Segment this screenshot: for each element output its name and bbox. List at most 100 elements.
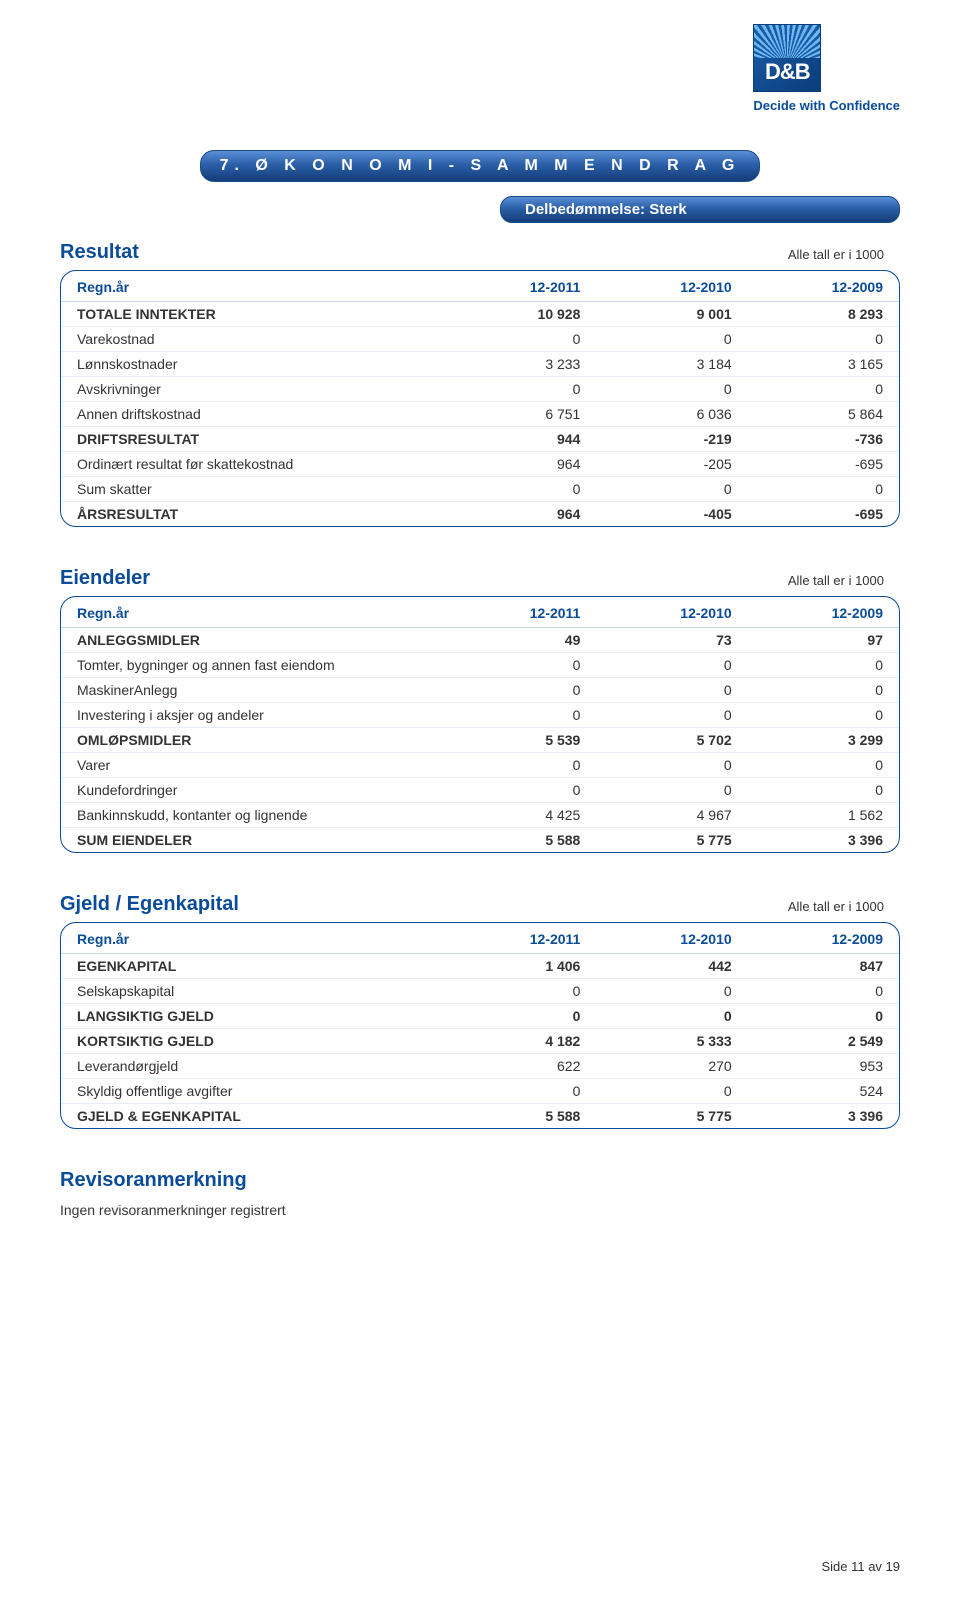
col-header: 12-2009 <box>748 597 899 628</box>
unit-label: Alle tall er i 1000 <box>788 573 900 590</box>
table-cell: 4 967 <box>596 803 747 828</box>
page-footer: Side 11 av 19 <box>821 1559 900 1574</box>
table-cell: Kundefordringer <box>61 778 446 803</box>
table-row: OMLØPSMIDLER5 5395 7023 299 <box>61 728 899 753</box>
table-cell: 5 333 <box>596 1029 747 1054</box>
table-cell: 0 <box>446 1079 596 1104</box>
brand-logo: D&B <box>753 24 821 92</box>
table-row: DRIFTSRESULTAT944-219-736 <box>61 427 899 452</box>
table-cell: 4 425 <box>446 803 596 828</box>
table-row: TOTALE INNTEKTER10 9289 0018 293 <box>61 302 899 327</box>
table-cell: 0 <box>446 327 596 352</box>
table-cell: KORTSIKTIG GJELD <box>61 1029 446 1054</box>
table-cell: Leverandørgjeld <box>61 1054 446 1079</box>
table-cell: GJELD & EGENKAPITAL <box>61 1104 446 1129</box>
table-cell: SUM EIENDELER <box>61 828 446 853</box>
table-cell: -695 <box>748 452 899 477</box>
table-cell: 0 <box>446 653 596 678</box>
table-cell: 0 <box>596 703 747 728</box>
col-header: Regn.år <box>61 597 446 628</box>
table-cell: 0 <box>596 979 747 1004</box>
table-cell: ÅRSRESULTAT <box>61 502 446 527</box>
col-header: 12-2011 <box>446 271 596 302</box>
sub-rating-bar: Delbedømmelse: Sterk <box>500 196 900 223</box>
unit-label: Alle tall er i 1000 <box>788 247 900 264</box>
table-cell: 0 <box>748 1004 899 1029</box>
table-row: Varekostnad000 <box>61 327 899 352</box>
table-cell: 6 036 <box>596 402 747 427</box>
table-cell: 9 001 <box>596 302 747 327</box>
table-row: ÅRSRESULTAT964-405-695 <box>61 502 899 527</box>
table-cell: Lønnskostnader <box>61 352 446 377</box>
table-cell: 4 182 <box>446 1029 596 1054</box>
eiendeler-panel: Regn.år 12-2011 12-2010 12-2009 ANLEGGSM… <box>60 596 900 853</box>
col-header: Regn.år <box>61 271 446 302</box>
table-cell: 847 <box>748 954 899 979</box>
table-cell: 0 <box>596 778 747 803</box>
table-row: Varer000 <box>61 753 899 778</box>
table-cell: Varekostnad <box>61 327 446 352</box>
table-cell: 1 562 <box>748 803 899 828</box>
gjeld-heading: Gjeld / Egenkapital <box>60 893 239 916</box>
table-cell: 0 <box>446 477 596 502</box>
table-cell: EGENKAPITAL <box>61 954 446 979</box>
col-header: 12-2010 <box>596 923 747 954</box>
table-cell: 953 <box>748 1054 899 1079</box>
brand-logo-block: D&B Decide with Confidence <box>753 24 900 113</box>
table-cell: 524 <box>748 1079 899 1104</box>
table-cell: 49 <box>446 628 596 653</box>
table-row: KORTSIKTIG GJELD4 1825 3332 549 <box>61 1029 899 1054</box>
table-cell: 8 293 <box>748 302 899 327</box>
table-row: Skyldig offentlige avgifter00524 <box>61 1079 899 1104</box>
table-cell: 5 539 <box>446 728 596 753</box>
table-cell: Tomter, bygninger og annen fast eiendom <box>61 653 446 678</box>
table-cell: 0 <box>446 703 596 728</box>
table-cell: 3 299 <box>748 728 899 753</box>
table-cell: 0 <box>748 778 899 803</box>
table-row: Sum skatter000 <box>61 477 899 502</box>
table-cell: 0 <box>446 377 596 402</box>
table-cell: 10 928 <box>446 302 596 327</box>
table-cell: 3 184 <box>596 352 747 377</box>
table-cell: 442 <box>596 954 747 979</box>
table-cell: 0 <box>596 327 747 352</box>
table-row: GJELD & EGENKAPITAL5 5885 7753 396 <box>61 1104 899 1129</box>
brand-logo-text: D&B <box>754 59 820 85</box>
table-cell: 5 775 <box>596 1104 747 1129</box>
resultat-heading: Resultat <box>60 241 139 264</box>
eiendeler-table: Regn.år 12-2011 12-2010 12-2009 ANLEGGSM… <box>61 597 899 852</box>
unit-label: Alle tall er i 1000 <box>788 899 900 916</box>
col-header: 12-2010 <box>596 271 747 302</box>
table-cell: Skyldig offentlige avgifter <box>61 1079 446 1104</box>
table-cell: 97 <box>748 628 899 653</box>
resultat-table: Regn.år 12-2011 12-2010 12-2009 TOTALE I… <box>61 271 899 526</box>
table-cell: Sum skatter <box>61 477 446 502</box>
table-row: SUM EIENDELER5 5885 7753 396 <box>61 828 899 853</box>
col-header: 12-2009 <box>748 271 899 302</box>
table-cell: 2 549 <box>748 1029 899 1054</box>
table-cell: 0 <box>748 753 899 778</box>
table-row: EGENKAPITAL1 406442847 <box>61 954 899 979</box>
table-cell: 0 <box>446 753 596 778</box>
table-cell: 0 <box>446 778 596 803</box>
table-row: Ordinært resultat før skattekostnad964-2… <box>61 452 899 477</box>
table-cell: 944 <box>446 427 596 452</box>
table-cell: DRIFTSRESULTAT <box>61 427 446 452</box>
table-cell: -205 <box>596 452 747 477</box>
table-cell: 0 <box>596 1079 747 1104</box>
table-cell: Varer <box>61 753 446 778</box>
table-cell: 3 165 <box>748 352 899 377</box>
table-cell: 5 702 <box>596 728 747 753</box>
table-cell: 3 396 <box>748 1104 899 1129</box>
table-row: Kundefordringer000 <box>61 778 899 803</box>
table-cell: MaskinerAnlegg <box>61 678 446 703</box>
col-header: 12-2011 <box>446 597 596 628</box>
table-cell: LANGSIKTIG GJELD <box>61 1004 446 1029</box>
table-cell: Investering i aksjer og andeler <box>61 703 446 728</box>
table-cell: 0 <box>446 678 596 703</box>
table-cell: 964 <box>446 452 596 477</box>
table-cell: 5 775 <box>596 828 747 853</box>
table-cell: 3 396 <box>748 828 899 853</box>
col-header: 12-2009 <box>748 923 899 954</box>
table-row: Bankinnskudd, kontanter og lignende4 425… <box>61 803 899 828</box>
